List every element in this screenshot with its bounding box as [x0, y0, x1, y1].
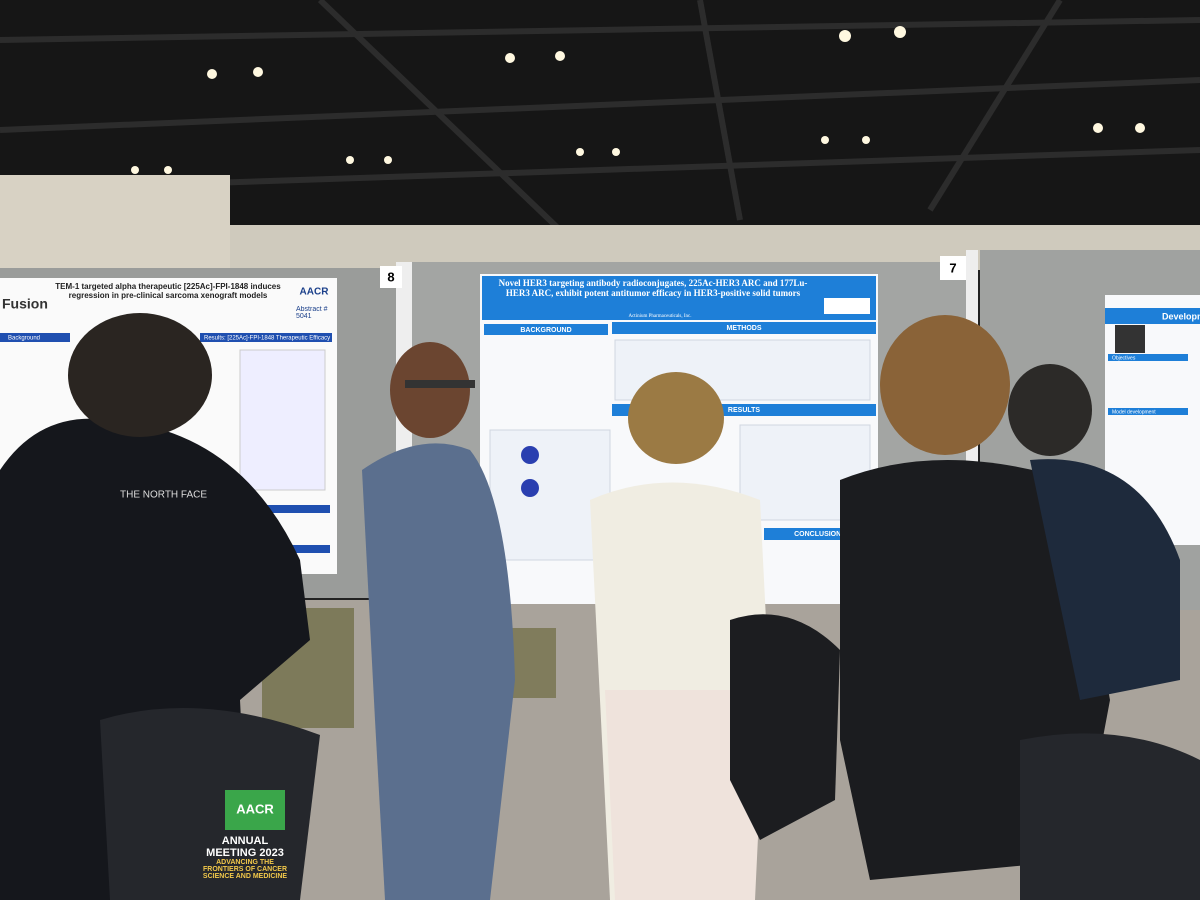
poster-title-box: TEM-1 targeted alpha therapeutic [225Ac]…	[55, 282, 281, 300]
poster-figure	[521, 446, 539, 464]
poster-title: Novel HER3 targeting antibody radioconju…	[498, 278, 808, 298]
ceiling-lights	[131, 26, 1145, 174]
booth-number-plate	[380, 266, 402, 288]
bag-event: ANNUAL MEETING 2023	[206, 835, 284, 859]
bag: AACR ANNUAL MEETING 2023 ADVANCING THE F…	[100, 708, 320, 900]
poster-title-box: Novel HER3 targeting antibody radioconju…	[498, 278, 808, 298]
poster-title: Developm	[1162, 311, 1200, 321]
poster-section-bar	[484, 324, 608, 335]
jacket-logo: THE NORTH FACE	[120, 490, 207, 501]
person	[590, 372, 840, 900]
qr-code	[1115, 325, 1145, 353]
bag	[1020, 733, 1200, 900]
poster-section: Results: [225Ac]-FPI-1848 Therapeutic Ef…	[204, 336, 330, 342]
poster-section-bar	[1108, 408, 1188, 415]
poster-figure	[489, 429, 611, 561]
poster-section: Background	[8, 336, 40, 342]
poster-section-bar	[612, 322, 876, 334]
poster-org: AACR	[300, 287, 330, 298]
poster-figure	[239, 349, 326, 491]
poster-section: Objectives	[1112, 355, 1136, 361]
poster-abstract: Abstract # 5041	[296, 306, 328, 320]
bag-slogan: ADVANCING THE FRONTIERS OF CANCER SCIENC…	[202, 859, 288, 880]
poster-section: CONCLUSIONS	[794, 531, 846, 538]
poster-section-bar	[200, 333, 332, 342]
poster-header	[482, 276, 876, 320]
poster-logo: Fusion	[2, 296, 48, 312]
poster-section-bar	[1108, 354, 1188, 361]
ceiling-beams	[0, 0, 1200, 233]
poster-company: Actinium Pharmaceuticals, Inc.	[628, 314, 691, 319]
booth-number: 8	[387, 269, 394, 284]
bag-text-box: ANNUAL MEETING 2023 ADVANCING THE FRONTI…	[202, 835, 288, 880]
poster-section-bar	[0, 333, 70, 342]
booth-number: 7	[949, 260, 956, 275]
wall	[0, 175, 230, 280]
poster-section: Model development	[1112, 409, 1156, 415]
booth-number-plate	[940, 256, 966, 280]
poster-section-bar	[255, 505, 330, 513]
bag-logo-box	[225, 790, 285, 830]
bag-logo: AACR	[236, 801, 274, 816]
poster-figure	[521, 479, 539, 497]
person	[1008, 364, 1200, 900]
person	[362, 342, 515, 900]
poster-header	[1105, 308, 1200, 324]
poster-abstract-box: Abstract # 5041	[296, 306, 328, 320]
poster-section: BACKGROUND	[520, 327, 571, 334]
company-logo	[824, 298, 870, 314]
backpack	[730, 614, 840, 840]
poster-section: METHODS	[727, 325, 762, 332]
poster-section: RESULTS	[728, 407, 760, 414]
poster-title: TEM-1 targeted alpha therapeutic [225Ac]…	[55, 282, 281, 300]
